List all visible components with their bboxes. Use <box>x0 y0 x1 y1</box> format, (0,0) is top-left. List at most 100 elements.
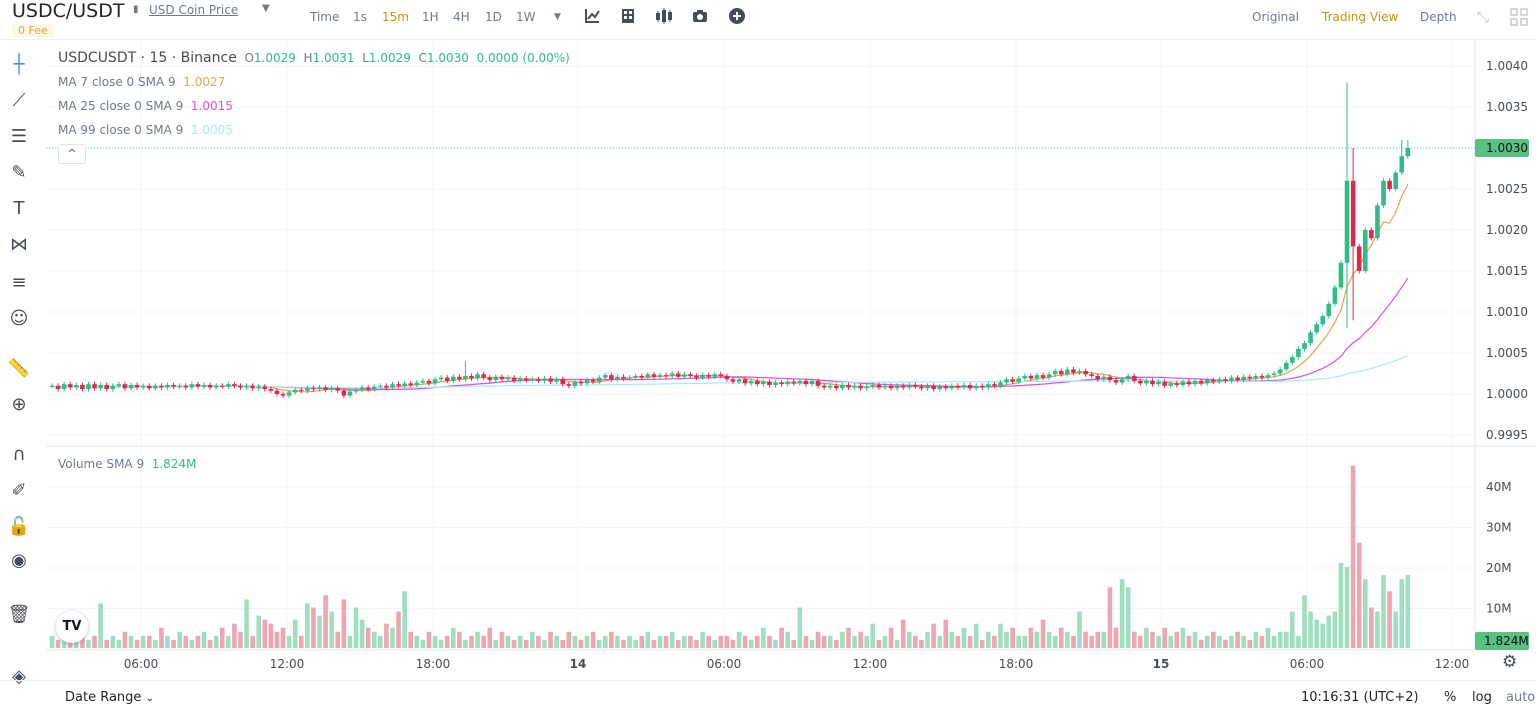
price-tick-label: 1.0040 <box>1486 59 1528 73</box>
timeframe-1h[interactable]: 1H <box>422 10 439 24</box>
volume-bar <box>1174 631 1180 648</box>
candle <box>323 387 328 390</box>
add-icon[interactable] <box>728 8 746 26</box>
candle <box>736 379 742 382</box>
lock-drawing-icon[interactable]: ✐ <box>11 480 27 501</box>
crosshair-icon[interactable]: ┼ <box>13 54 25 75</box>
ma99-legend[interactable]: MA 99 close 0 SMA 9 1.0005 <box>58 123 233 137</box>
candle <box>238 385 243 388</box>
volume-bar <box>171 639 176 648</box>
ma25-label: MA 25 close 0 SMA 9 <box>58 99 184 113</box>
volume-bar <box>700 631 705 648</box>
candle <box>730 379 736 382</box>
candle <box>1332 287 1338 304</box>
timeframe-15m[interactable]: 15m <box>382 10 409 24</box>
fib-icon[interactable]: ≡ <box>11 272 27 293</box>
volume-bar <box>1223 639 1228 648</box>
timeframe-1d[interactable]: 1D <box>485 10 502 24</box>
volume-bar <box>1314 619 1319 648</box>
chart-type-icon[interactable] <box>655 8 673 26</box>
volume-value: 1.824M <box>151 457 197 471</box>
timeframe-1w[interactable]: 1W <box>516 10 536 24</box>
candle <box>1113 380 1119 383</box>
timeframe-time[interactable]: Time <box>310 10 340 24</box>
chart-canvas[interactable]: 1.0040 1.0035 1.0025 1.0020 1.0015 1.0010 1.00… <box>0 0 1536 680</box>
trend-line-icon[interactable]: ⟋ <box>12 90 26 111</box>
indicators-icon[interactable] <box>583 8 601 26</box>
magnet-icon[interactable]: ∩ <box>12 444 26 465</box>
time-tick-label: 06:00 <box>707 657 742 671</box>
collapse-legend-button[interactable]: ^ <box>58 144 86 164</box>
log-toggle[interactable]: log <box>1472 690 1492 705</box>
emoji-icon[interactable]: ☺ <box>9 308 29 329</box>
view-original[interactable]: Original <box>1252 10 1299 24</box>
candle <box>657 375 663 377</box>
candle <box>639 375 645 378</box>
ma7-legend[interactable]: MA 7 close 0 SMA 9 1.0027 <box>58 75 225 89</box>
volume-bar <box>1028 627 1034 648</box>
symbol-dropdown-icon[interactable]: ▼ <box>262 3 270 14</box>
candle <box>937 386 942 390</box>
horizontal-lines-icon[interactable]: ☰ <box>10 126 28 147</box>
settings-icon[interactable]: ⚙ <box>1502 652 1518 672</box>
percent-toggle[interactable]: % <box>1444 690 1457 705</box>
ma25-legend[interactable]: MA 25 close 0 SMA 9 1.0015 <box>58 99 233 113</box>
eye-icon[interactable]: ◉ <box>11 550 27 571</box>
volume-legend[interactable]: Volume SMA 9 1.824M <box>58 457 196 471</box>
layout-grid-icon[interactable] <box>1510 8 1528 26</box>
volume-bar <box>505 635 511 648</box>
candle <box>80 384 85 390</box>
candle <box>1046 374 1052 378</box>
timeframe-more-icon[interactable]: ▼ <box>554 12 561 22</box>
volume-bar <box>1253 631 1259 648</box>
volume-bar <box>1210 631 1216 648</box>
timeframe-1s[interactable]: 1s <box>353 10 367 24</box>
volume-bar <box>554 635 559 648</box>
tradingview-logo[interactable]: TV <box>56 611 88 643</box>
date-range-button[interactable]: Date Range ⌄ <box>65 690 154 705</box>
volume-bar <box>280 627 286 648</box>
auto-toggle[interactable]: auto <box>1506 690 1536 705</box>
volume-bar <box>1265 627 1271 648</box>
zoom-in-icon[interactable]: ⊕ <box>11 394 27 415</box>
trash-icon[interactable]: 🗑 <box>7 604 31 625</box>
candle <box>669 373 675 376</box>
timeframe-4h[interactable]: 4H <box>453 10 470 24</box>
price-tick-label: 1.0015 <box>1486 264 1528 278</box>
candle <box>505 377 511 380</box>
brush-icon[interactable]: ✎ <box>11 162 27 183</box>
volume-bar <box>1180 627 1186 648</box>
screenshot-icon[interactable] <box>691 8 709 26</box>
volume-bar <box>262 619 268 648</box>
volume-bar <box>767 635 772 648</box>
unlock-icon[interactable]: 🔓 <box>7 516 31 537</box>
volume-bar <box>1326 615 1332 648</box>
candle <box>894 385 900 389</box>
candle <box>955 385 961 388</box>
view-trading-view[interactable]: Trading View <box>1322 10 1399 24</box>
candle <box>1083 371 1088 375</box>
view-depth[interactable]: Depth <box>1420 10 1457 24</box>
template-icon[interactable] <box>619 8 637 26</box>
volume-bar <box>128 635 134 648</box>
candle <box>457 376 462 380</box>
coin-price-link[interactable]: USD Coin Price <box>149 3 239 17</box>
collapse-icon[interactable]: ⤡ <box>1476 8 1489 26</box>
volume-bar <box>1387 591 1392 648</box>
layers-icon[interactable]: ◈ <box>12 666 26 687</box>
candle <box>177 385 182 387</box>
info-icon: ▮ <box>133 4 139 15</box>
candle <box>1217 379 1222 382</box>
candle <box>1156 381 1161 385</box>
candle <box>834 385 839 389</box>
pattern-icon[interactable]: ⋈ <box>10 234 28 255</box>
volume-bar <box>1235 631 1240 648</box>
ruler-icon[interactable]: 📏 <box>7 358 31 379</box>
candle <box>1375 205 1380 239</box>
candle <box>414 382 420 385</box>
volume-bar <box>1040 619 1046 648</box>
candle <box>888 385 894 389</box>
volume-bar <box>1247 639 1253 648</box>
text-icon[interactable]: T <box>13 198 25 219</box>
volume-bar <box>165 635 170 648</box>
